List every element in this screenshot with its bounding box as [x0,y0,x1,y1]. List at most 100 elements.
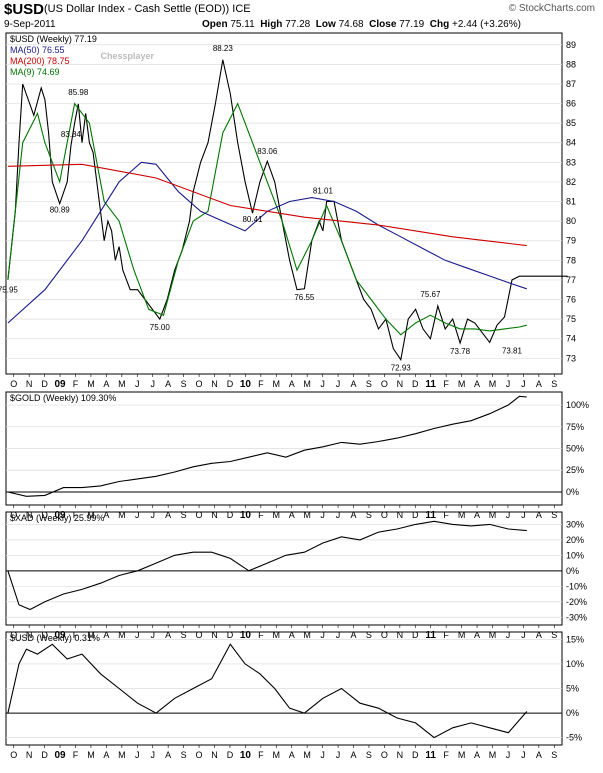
x-month-label: N [211,379,218,389]
panel-frame-price [5,32,563,375]
x-month-label: N [26,750,33,760]
x-month-label: A [474,630,480,640]
x-month-label: F [443,630,449,640]
x-month-label: D [227,750,234,760]
y-tick-label: 10% [566,659,584,669]
x-month-label: M [489,630,497,640]
legend-entry: $GOLD (Weekly) 109.30% [10,393,116,403]
x-month-label: M [118,379,126,389]
x-month-label: A [103,630,109,640]
x-month-label: A [536,510,542,520]
x-month-label: A [350,379,356,389]
x-month-label: D [227,510,234,520]
x-month-label: A [474,379,480,389]
x-month-label: M [273,630,281,640]
x-month-label: A [103,379,109,389]
x-month-label: A [350,750,356,760]
x-month-label: A [103,750,109,760]
y-tick-label: 0% [566,708,579,718]
series-line [7,102,527,336]
x-month-label: D [41,750,48,760]
x-month-label: M [273,379,281,389]
x-month-label: N [397,510,404,520]
x-month-label: O [10,750,17,760]
x-month-label: A [103,510,109,520]
x-month-label: S [551,750,557,760]
x-month-label: D [412,630,419,640]
data-label: 88.23 [213,44,234,53]
series-line [7,163,527,247]
x-month-label: O [10,510,17,520]
x-month-label: O [381,750,388,760]
x-month-label: N [26,510,33,520]
legend-entry: $USD (Weekly) 77.19 [10,34,97,44]
x-month-label: A [350,630,356,640]
x-month-label: M [87,630,95,640]
x-year-label: 11 [425,510,436,521]
x-month-label: D [412,510,419,520]
x-month-label: J [506,750,511,760]
x-month-label: J [521,379,526,389]
y-tick-label: 50% [566,444,584,454]
x-month-label: S [551,379,557,389]
x-month-label: O [381,630,388,640]
chart-header: $USD (US Dollar Index - Cash Settle (EOD… [0,0,603,32]
x-month-label: N [397,750,404,760]
series-line [7,520,527,611]
x-month-label: J [150,379,155,389]
y-tick-label: 86 [566,99,576,109]
x-month-label: N [211,510,218,520]
data-label: 83.84 [61,130,82,139]
x-month-label: N [26,630,33,640]
data-label: 73.78 [450,347,471,356]
x-month-label: J [506,630,511,640]
x-month-label: S [551,510,557,520]
x-month-label: F [443,750,449,760]
x-month-label: O [196,510,203,520]
x-month-label: J [506,510,511,520]
x-month-label: M [303,750,311,760]
x-month-label: D [41,379,48,389]
x-month-label: J [521,510,526,520]
x-year-label: 10 [240,630,252,641]
legend-entry: MA(9) 74.69 [10,67,60,77]
x-year-label: 10 [240,510,252,521]
x-month-label: F [73,630,79,640]
y-tick-label: 15% [566,634,584,644]
x-month-label: M [303,630,311,640]
quote-date: 9-Sep-2011 [4,19,56,30]
x-month-label: A [536,379,542,389]
x-month-label: M [489,379,497,389]
y-tick-label: 5% [566,684,579,694]
x-month-label: F [73,750,79,760]
x-month-label: M [489,750,497,760]
x-month-label: S [551,630,557,640]
y-tick-label: 76 [566,295,576,305]
x-month-label: S [366,630,372,640]
x-month-label: J [320,379,325,389]
y-tick-label: 85 [566,118,576,128]
x-month-label: J [150,750,155,760]
x-month-label: D [412,379,419,389]
x-month-label: J [135,510,140,520]
y-tick-label: 78 [566,255,576,265]
x-month-label: A [165,379,171,389]
x-month-label: A [165,510,171,520]
x-month-label: M [458,379,466,389]
y-tick-label: 75 [566,314,576,324]
x-month-label: D [412,750,419,760]
x-month-label: A [350,510,356,520]
x-month-label: J [150,630,155,640]
x-month-label: S [181,750,187,760]
y-tick-label: 79 [566,236,576,246]
x-month-label: S [366,510,372,520]
watermark: Chessplayer [101,51,155,61]
x-month-label: D [41,630,48,640]
x-month-label: M [118,750,126,760]
data-label: 80.89 [50,206,71,215]
y-tick-label: 84 [566,138,576,148]
x-month-label: F [73,379,79,389]
y-tick-label: 30% [566,519,584,529]
x-month-label: F [258,630,264,640]
